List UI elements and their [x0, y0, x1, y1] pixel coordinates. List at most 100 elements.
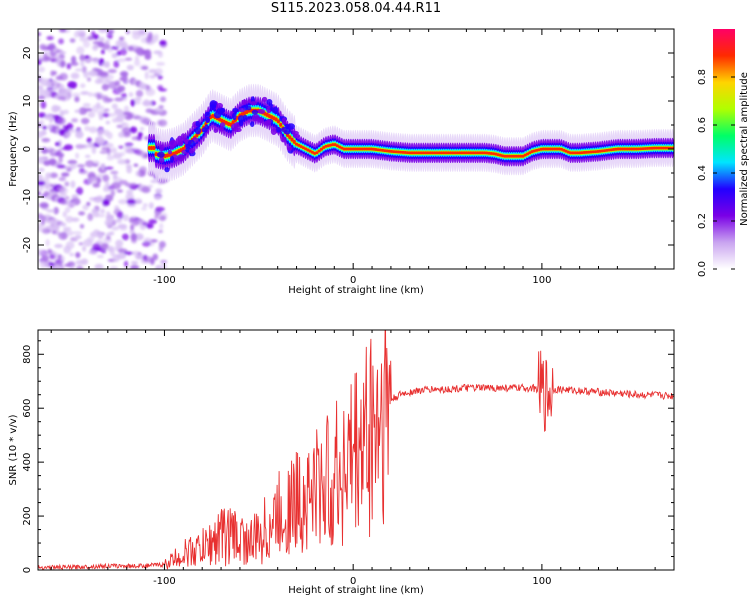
- spectrogram-speckle: [92, 58, 100, 64]
- spectrogram-speckle: [52, 80, 57, 84]
- spectrogram-speckle: [80, 60, 85, 67]
- spectrogram-speckle: [144, 71, 149, 80]
- spectrogram-speckle: [45, 239, 50, 247]
- snr-line: [38, 330, 674, 570]
- spectrogram-speckle: [59, 222, 67, 227]
- spectrogram-ridge-cell: [512, 154, 516, 158]
- spectrogram-speckle: [38, 156, 42, 161]
- spectrogram-ridge-cell: [623, 147, 627, 151]
- spectrogram-speckle: [109, 265, 119, 269]
- spectrogram-ridge-cell: [548, 147, 552, 151]
- spectrogram-speckle: [158, 119, 168, 127]
- spectrogram-speckle: [117, 223, 128, 229]
- spectrogram-ridge-cell: [503, 154, 507, 158]
- colorbar-tick-label: 0.4: [697, 165, 708, 181]
- spectrogram-speckle: [38, 167, 45, 172]
- spectrogram-speckle: [154, 214, 159, 220]
- spectrogram-ridge-cell: [331, 143, 335, 147]
- spectrogram-speckle: [45, 219, 55, 224]
- spectrogram-speckle: [46, 35, 54, 41]
- spectrogram-ridge-cell: [347, 147, 351, 151]
- spectrogram-speckle: [159, 40, 167, 46]
- spectrogram-blob: [270, 128, 277, 135]
- spectrogram-ridge-cell: [630, 147, 634, 151]
- spectrogram-speckle: [78, 211, 86, 216]
- spectrogram-speckle: [148, 69, 157, 74]
- spectrogram-speckle: [71, 217, 80, 222]
- spectrogram-speckle: [39, 43, 47, 50]
- spectrogram-blob: [177, 154, 185, 162]
- spectrogram-speckle: [104, 142, 114, 148]
- spectrogram-blob: [217, 106, 224, 115]
- spectrogram-ridge-cell: [507, 154, 512, 158]
- spectrogram-blob: [164, 167, 170, 173]
- spectrogram-speckle: [130, 233, 138, 241]
- spectrogram-blob: [263, 120, 272, 126]
- spectrogram-speckle: [117, 159, 127, 165]
- spectrogram-ridge-cell: [417, 151, 421, 155]
- spectrogram-ridge-cell: [453, 151, 457, 155]
- spectrogram-speckle: [63, 226, 68, 234]
- spectrogram-speckle: [87, 111, 96, 118]
- spectrogram-ytick-label: -20: [22, 237, 33, 253]
- spectrogram-ridge-cell: [412, 151, 416, 155]
- spectrogram-blob: [280, 136, 287, 143]
- spectrogram-speckle: [141, 66, 149, 70]
- spectrogram-ridge-cell: [414, 151, 419, 155]
- spectrogram-blob: [287, 123, 295, 130]
- spectrogram-speckle: [54, 243, 63, 249]
- spectrogram-speckle: [100, 29, 109, 32]
- spectrogram-ridge-cell: [428, 151, 432, 155]
- spectrogram-speckle: [39, 260, 47, 269]
- spectrogram-speckle: [133, 59, 141, 67]
- spectrogram-speckle: [50, 70, 55, 77]
- spectrogram-blob: [273, 106, 279, 115]
- spectrogram-speckle: [70, 72, 80, 80]
- spectrogram-speckle: [129, 126, 138, 134]
- spectrogram-speckle: [130, 265, 140, 269]
- spectrogram-ridge-cell: [568, 151, 573, 155]
- spectrogram-speckle: [58, 51, 67, 55]
- snr-ytick-label: 600: [22, 399, 33, 418]
- spectrogram-blob: [180, 133, 186, 140]
- spectrogram-ridge-cell: [288, 135, 292, 140]
- spectrogram-speckle: [126, 189, 134, 195]
- spectrogram-speckle: [135, 89, 144, 98]
- snr-frame: [37, 329, 675, 571]
- spectrogram-speckle: [154, 68, 163, 75]
- spectrogram-speckle: [62, 211, 67, 218]
- spectrogram-speckle: [67, 81, 78, 89]
- spectrogram-speckle: [132, 219, 139, 227]
- spectrogram-speckle: [134, 97, 142, 101]
- spectrogram-speckle: [106, 32, 113, 40]
- spectrogram-speckle: [142, 203, 148, 208]
- spectrogram-blob: [201, 127, 208, 133]
- spectrogram-speckle: [110, 45, 120, 50]
- spectrogram-speckle: [116, 189, 124, 193]
- spectrogram-speckle: [87, 92, 94, 97]
- spectrogram-speckle: [119, 47, 128, 56]
- spectrogram-speckle: [141, 186, 151, 194]
- spectrogram-ridge-cell: [510, 154, 514, 158]
- spectrogram-speckle: [48, 262, 55, 266]
- spectrogram-ytick-label: 0: [22, 146, 33, 152]
- spectrogram-speckle: [47, 248, 52, 254]
- spectrogram-speckle: [91, 208, 97, 214]
- spectrogram-speckle: [106, 147, 111, 154]
- spectrogram-ridge-cell: [349, 147, 353, 151]
- spectrogram-speckle: [96, 214, 106, 218]
- spectrogram-speckle: [38, 32, 42, 37]
- spectrogram-ridge-cell: [652, 146, 656, 150]
- spectrogram-speckle: [53, 206, 59, 215]
- spectrogram-speckle: [62, 109, 69, 115]
- spectrogram-speckle: [88, 126, 98, 134]
- spectrogram-speckle: [63, 245, 71, 254]
- spectrogram-speckle: [72, 231, 83, 235]
- spectrogram-speckle: [45, 172, 52, 179]
- spectrogram-ridge-cell: [675, 145, 678, 150]
- spectrogram-speckle: [148, 219, 158, 225]
- spectrogram-ridge-cell: [550, 147, 555, 151]
- spectrogram-speckle: [74, 68, 84, 72]
- spectrogram-speckle: [74, 234, 82, 240]
